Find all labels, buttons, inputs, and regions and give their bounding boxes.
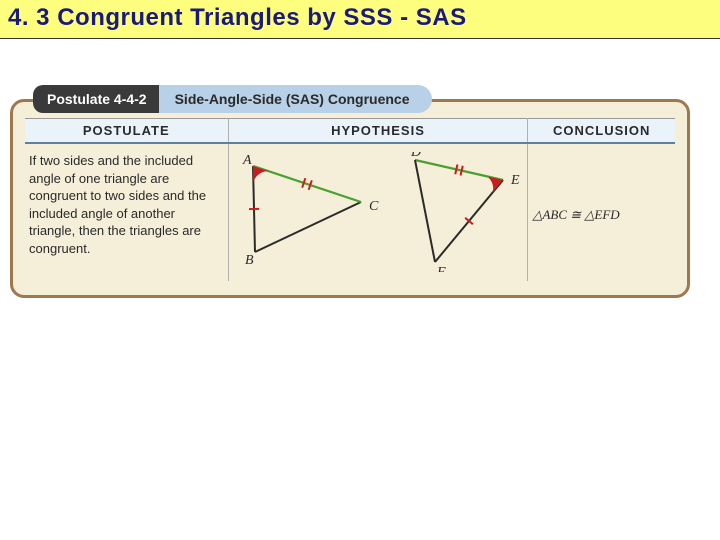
header-hypothesis: HYPOTHESIS: [228, 119, 528, 144]
page-title: 4. 3 Congruent Triangles by SSS - SAS: [8, 4, 712, 32]
postulate-table: POSTULATE HYPOTHESIS CONCLUSION If two s…: [25, 118, 675, 281]
tab-row: Postulate 4-4-2 Side-Angle-Side (SAS) Co…: [33, 85, 434, 113]
svg-text:C: C: [369, 199, 379, 214]
conclusion-formula: △ABC ≅ △EFD: [532, 207, 619, 222]
header-postulate: POSTULATE: [25, 119, 228, 144]
svg-text:B: B: [245, 253, 254, 268]
conclusion-text: △ABC ≅ △EFD: [528, 143, 675, 281]
header-conclusion: CONCLUSION: [528, 119, 675, 144]
hypothesis-diagram-cell: A B C D E F: [228, 143, 528, 281]
table-header-row: POSTULATE HYPOTHESIS CONCLUSION: [25, 119, 675, 144]
svg-text:F: F: [436, 265, 446, 272]
content-area: Postulate 4-4-2 Side-Angle-Side (SAS) Co…: [0, 39, 720, 298]
postulate-text: If two sides and the included angle of o…: [25, 143, 228, 281]
sas-diagram: A B C D E F: [233, 152, 523, 272]
postulate-box: Postulate 4-4-2 Side-Angle-Side (SAS) Co…: [10, 99, 690, 298]
svg-text:E: E: [510, 173, 520, 188]
tab-postulate-number: Postulate 4-4-2: [33, 85, 161, 113]
svg-text:A: A: [242, 153, 252, 168]
svg-text:D: D: [410, 152, 421, 160]
tab-postulate-name: Side-Angle-Side (SAS) Congruence: [159, 85, 432, 113]
table-body-row: If two sides and the included angle of o…: [25, 143, 675, 281]
title-bar: 4. 3 Congruent Triangles by SSS - SAS: [0, 0, 720, 39]
